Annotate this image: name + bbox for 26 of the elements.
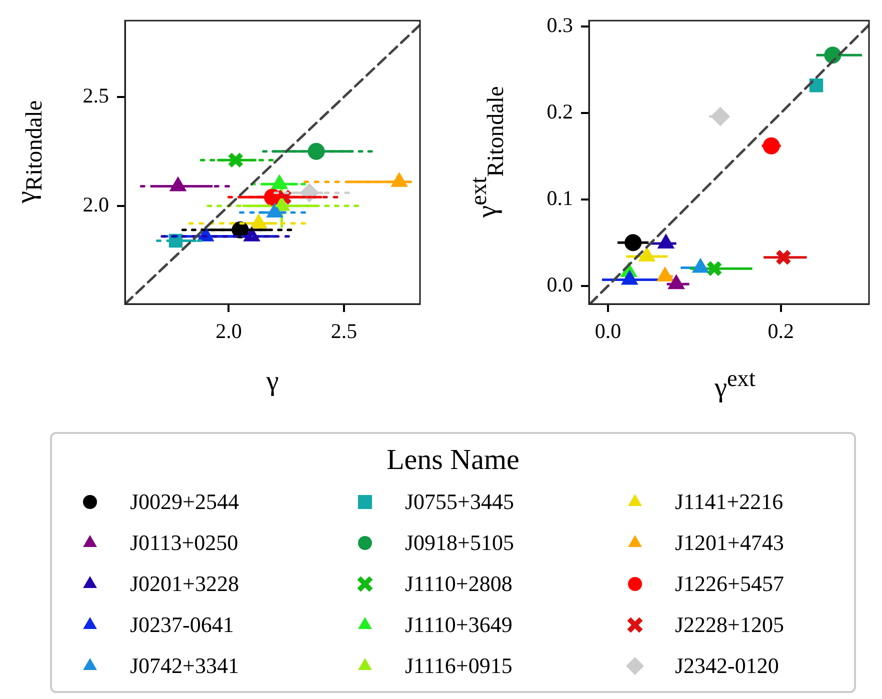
legend-label: J0201+3228 [130,570,239,596]
legend-label: J0918+5105 [405,530,514,556]
y-tick-label: 0.2 [546,100,573,124]
x-axis-title: γ [265,366,280,398]
x-tick-label: 0.2 [768,319,794,344]
legend-label: J0755+3445 [405,488,514,514]
legend-label: J1226+5457 [675,570,784,596]
legend-label: J1110+2808 [405,570,512,596]
legend-label: J0237-0641 [130,612,234,638]
x-axis-title: γ$^{ext}$ [714,366,756,404]
legend-label: J0029+2544 [130,488,239,514]
legend-label: J1116+0915 [405,652,512,678]
x-tick-label: 2.5 [330,319,358,344]
legend-label: J0113+0250 [130,530,238,556]
x-tick-label: 0.0 [594,319,622,344]
legend-label: J1110+3649 [405,612,512,638]
legend-label: J0742+3341 [130,652,239,678]
y-tick-label: 0.1 [546,186,573,210]
legend-label: J2228+1205 [675,612,784,638]
legend-label: J2342-0120 [675,652,779,678]
y-tick-label: 0.3 [546,13,573,38]
x-tick-label: 2.0 [216,319,242,344]
legend-label: J1201+4743 [675,530,784,556]
legend-title: Lens Name [386,444,520,477]
y-tick-label: 0.0 [546,272,573,296]
legend-label: J1141+2216 [675,488,784,514]
